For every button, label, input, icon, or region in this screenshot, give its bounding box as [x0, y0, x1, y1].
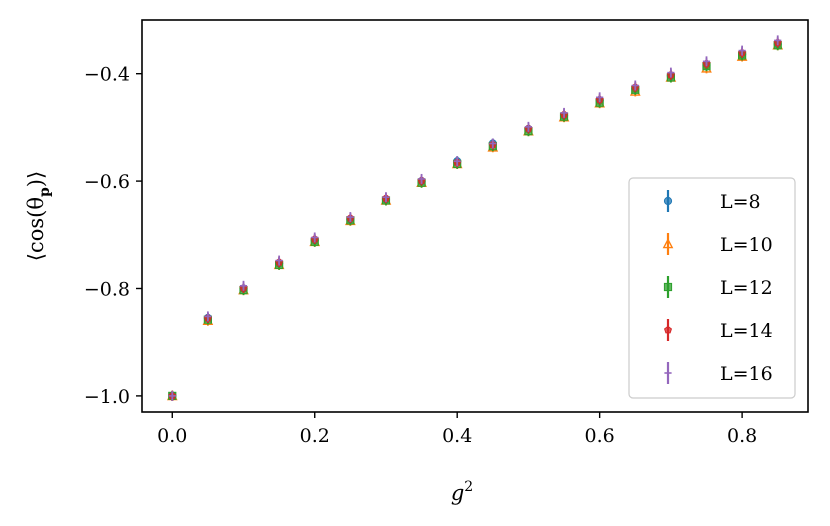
plot-frame	[141, 19, 809, 413]
data-point	[417, 175, 426, 183]
legend-label: L=10	[720, 234, 773, 256]
y-axis-label: ⟨cos(θp)⟩	[24, 171, 53, 261]
data-point	[489, 139, 497, 148]
y-tick-label: −0.8	[84, 278, 130, 300]
legend-entry: L=12	[663, 276, 773, 299]
legend-entry: L=10	[662, 233, 773, 256]
legend-marker	[662, 238, 674, 249]
y-tick-label: −0.6	[84, 171, 130, 193]
data-point	[560, 109, 568, 117]
data-point	[239, 282, 248, 290]
y-axis-label-subscript: p	[37, 187, 53, 197]
y-tick-label: −1.0	[84, 386, 130, 408]
x-axis-label: g2	[451, 479, 473, 505]
legend-entry: L=16	[664, 362, 773, 385]
data-point	[667, 69, 675, 77]
legend-label: L=12	[720, 277, 773, 299]
data-point	[168, 392, 176, 400]
y-axis: −1.0 −0.8 −0.6 −0.4	[84, 64, 142, 408]
data-point	[311, 233, 319, 242]
legend-label: L=16	[720, 363, 773, 385]
legend: L=8 L=10 L=12 L=14 L=16	[628, 177, 796, 399]
data-point	[204, 312, 212, 321]
legend-marker	[663, 282, 673, 292]
data-point	[631, 81, 639, 90]
data-point	[738, 47, 746, 55]
x-tick-label: 0.0	[157, 425, 187, 447]
legend-entry: L=8	[663, 190, 761, 213]
x-axis-label-superscript: 2	[464, 479, 473, 495]
x-tick-label: 0.2	[300, 425, 330, 447]
legend-marker	[663, 196, 673, 206]
data-point	[346, 213, 354, 221]
series-l-16	[168, 35, 782, 401]
data-point	[774, 36, 782, 45]
x-tick-label: 0.4	[442, 425, 472, 447]
data-marks	[166, 35, 784, 401]
legend-box	[628, 177, 796, 399]
data-point	[453, 157, 461, 165]
legend-label: L=14	[720, 320, 773, 342]
x-tick-label: 0.8	[727, 425, 757, 447]
data-point	[596, 93, 604, 101]
x-axis: 0.0 0.2 0.4 0.6 0.8	[157, 412, 757, 447]
legend-entry: L=14	[663, 319, 773, 342]
data-point	[524, 123, 533, 131]
legend-label: L=8	[720, 191, 761, 213]
data-point	[275, 256, 283, 265]
x-tick-label: 0.6	[585, 425, 615, 447]
legend-marker	[663, 325, 673, 334]
y-tick-label: −0.4	[84, 64, 130, 86]
data-point	[702, 57, 711, 65]
data-point	[382, 193, 390, 201]
legend-marker	[664, 369, 672, 377]
